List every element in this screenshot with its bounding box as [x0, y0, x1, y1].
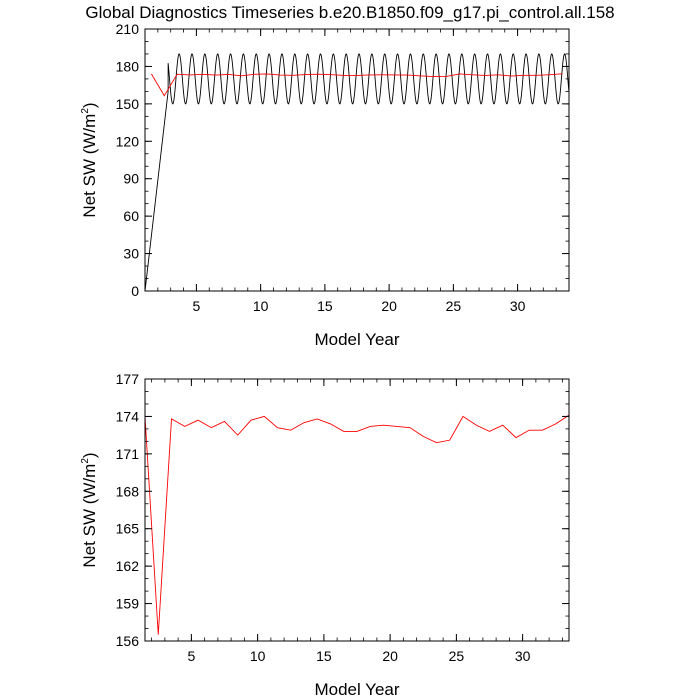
top-y-tick-label: 180 [116, 58, 140, 74]
bottom-y-tick-label: 168 [116, 483, 140, 499]
bottom-x-axis-label: Model Year [314, 680, 399, 699]
bottom-series-annual [145, 414, 569, 635]
top-y-axis-label-close: ) [80, 102, 99, 108]
bottom-y-tick-label: 174 [116, 408, 140, 424]
top-series-monthly [145, 53, 569, 291]
top-y-axis-label-text: Net SW (W/m [80, 114, 99, 218]
top-plot-frame [144, 28, 570, 292]
bottom-plot-marks [145, 414, 569, 635]
bottom-y-tick-label: 171 [116, 446, 140, 462]
top-y-tick-label: 90 [123, 171, 139, 187]
bottom-plot-frame [144, 378, 570, 642]
top-panel: 0 30 60 90 120 150 180 210 5 10 15 20 25 30 Model Yea… [80, 21, 570, 349]
top-x-tick-label: 5 [192, 298, 200, 314]
top-y-tick-label: 30 [123, 246, 139, 262]
top-plot-marks [145, 53, 569, 291]
bottom-x-tick-label: 15 [316, 648, 332, 664]
top-y-axis-label-sup: 2 [80, 108, 91, 114]
top-x-tick-label: 30 [510, 298, 526, 314]
bottom-y-tick-label: 159 [116, 596, 140, 612]
bottom-y-axis-label-close: ) [80, 452, 99, 458]
top-x-tick-label: 20 [381, 298, 397, 314]
top-y-axis-label: Net SW (W/m2) [80, 102, 99, 217]
bottom-axis-ticks: 156 159 162 165 168 171 174 177 5 10 15 20 25 30 [116, 371, 569, 664]
top-y-tick-label: 210 [116, 21, 140, 37]
top-x-tick-label: 10 [253, 298, 269, 314]
top-x-tick-label: 25 [446, 298, 462, 314]
bottom-x-tick-label: 20 [382, 648, 398, 664]
top-series-annual [151, 73, 563, 97]
bottom-y-axis-label-text: Net SW (W/m [80, 464, 99, 568]
bottom-y-axis-label: Net SW (W/m2) [80, 452, 99, 567]
top-x-axis-label: Model Year [314, 330, 399, 349]
bottom-x-tick-label: 25 [449, 648, 465, 664]
top-x-tick-label: 15 [317, 298, 333, 314]
top-y-tick-label: 150 [116, 96, 140, 112]
bottom-y-axis-label-sup: 2 [80, 458, 91, 464]
top-y-tick-label: 120 [116, 133, 140, 149]
bottom-y-tick-label: 177 [116, 371, 140, 387]
bottom-x-tick-label: 5 [187, 648, 195, 664]
top-axis-ticks: 0 30 60 90 120 150 180 210 5 10 15 20 25 30 [116, 21, 570, 314]
top-y-tick-label: 0 [131, 283, 139, 299]
bottom-y-tick-label: 165 [116, 521, 140, 537]
chart-title: Global Diagnostics Timeseries b.e20.B185… [85, 3, 614, 22]
bottom-panel: 156 159 162 165 168 171 174 177 5 10 15 20 25 30 Mode… [80, 371, 570, 699]
bottom-y-tick-label: 162 [116, 558, 140, 574]
bottom-x-tick-label: 10 [250, 648, 266, 664]
top-y-tick-label: 60 [123, 208, 139, 224]
bottom-x-tick-label: 30 [515, 648, 531, 664]
bottom-y-tick-label: 156 [116, 633, 140, 649]
